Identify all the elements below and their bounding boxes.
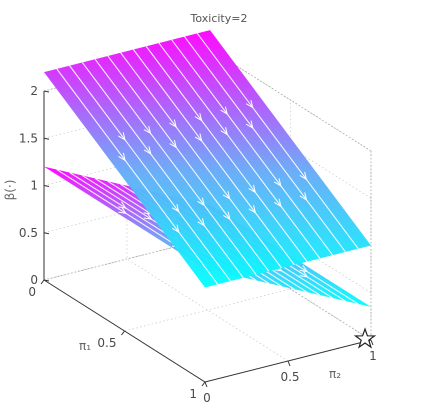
z-tick-mark [43, 279, 50, 282]
y-tick-mark [370, 339, 374, 346]
flow-arrow [299, 192, 308, 201]
flow-arrow [299, 171, 308, 181]
surface-mesh-line [171, 39, 334, 256]
flow-arrow [169, 139, 177, 149]
z-tick-label: 1.5 [19, 131, 38, 145]
surface-mesh-line [132, 49, 295, 266]
x-tick-mark [201, 381, 206, 387]
flow-arrow [171, 204, 180, 213]
flow-arrow [118, 201, 127, 209]
surface-mesh-line [184, 36, 346, 253]
z-grid-line [43, 143, 372, 246]
star-icon [353, 327, 377, 349]
flow-arrow [143, 125, 152, 135]
z-tick-label: 0 [30, 273, 38, 287]
flow-arrow [143, 212, 153, 220]
surface-mesh-line [196, 33, 359, 250]
flow-arrow [194, 112, 203, 122]
y-tick-mark [287, 360, 291, 367]
y-tick-label: 0.5 [280, 370, 299, 384]
z-tick-label: 1 [30, 179, 38, 193]
surface-mesh-line [158, 42, 321, 259]
flow-arrow [169, 119, 177, 128]
flow-arrow [245, 99, 254, 109]
surface-mesh-line [69, 65, 231, 282]
flow-arrow [118, 132, 126, 141]
x-tick-label: 0 [28, 285, 36, 299]
x-tick-mark [121, 330, 125, 336]
x-axis-label: π₁ [79, 339, 91, 353]
y-tick-label: 1 [369, 349, 377, 363]
surface-mesh-line [94, 58, 257, 275]
z-tick-mark [43, 137, 50, 140]
z-tick-label: 2 [30, 84, 38, 98]
flow-arrow [273, 178, 282, 187]
flow-arrow [222, 191, 231, 200]
flow-arrow [248, 184, 257, 194]
z-tick-mark [43, 232, 50, 235]
surfaces [44, 30, 371, 307]
chart-title: Toxicity=2 [190, 12, 248, 25]
y-tick-mark [204, 381, 208, 388]
flow-arrow [299, 270, 309, 278]
flow-arrow [299, 265, 309, 273]
flow-arrow [118, 152, 126, 162]
z-grid-line [43, 190, 372, 294]
flow-arrow [171, 224, 180, 234]
surface-mesh-line [107, 55, 270, 272]
flow-arrow [223, 211, 231, 221]
z-axis-label: β(·) [3, 180, 17, 201]
surface-2 [44, 30, 371, 288]
x-tick-label: 1 [189, 387, 197, 401]
flow-arrow [194, 133, 203, 142]
z-tick-mark [43, 90, 50, 93]
flow-arrow [197, 197, 205, 207]
y-axis-label: π₂ [329, 367, 341, 381]
surface-mesh-line [81, 62, 244, 279]
surface-mesh-line [145, 45, 308, 262]
flow-arrow [143, 146, 152, 155]
flow-arrow [245, 120, 254, 130]
flow-arrow [274, 198, 282, 208]
z-tick-mark [43, 185, 50, 187]
surface-mesh-line [120, 52, 283, 269]
z-tick-label: 0.5 [19, 226, 38, 240]
flow-arrow [118, 206, 127, 214]
surface-mesh-line [56, 68, 219, 285]
axes-front [40, 90, 377, 388]
flow-arrow [220, 106, 228, 116]
flow-arrow [220, 126, 229, 136]
y-tick-label: 0 [203, 391, 211, 402]
flow-arrow [248, 205, 257, 214]
x-tick-mark [40, 279, 45, 285]
flow-arrow [197, 218, 206, 227]
x-tick-label: 0.5 [97, 336, 116, 350]
